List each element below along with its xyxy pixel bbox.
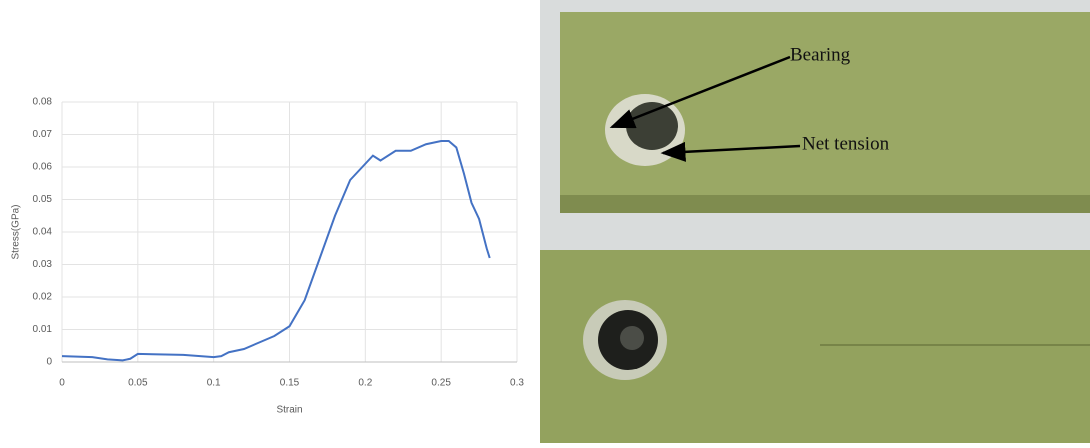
specimen-top-edge [560, 195, 1090, 213]
bolt-head [620, 326, 644, 350]
y-tick-label: 0.04 [33, 227, 53, 238]
y-axis-label: Stress(GPa) [11, 204, 22, 259]
y-tick-label: 0.03 [33, 259, 53, 270]
annotation: Bearing [790, 44, 851, 65]
arrow [609, 55, 791, 129]
photo: Bearing Net tension [540, 0, 1090, 443]
x-tick-label: 0.15 [280, 378, 300, 389]
x-tick-label: 0.1 [207, 378, 221, 389]
y-tick-label: 0.05 [33, 194, 53, 205]
y-tick-label: 0.02 [33, 292, 53, 303]
hole [626, 102, 678, 150]
y-tick-label: 0.07 [33, 129, 53, 140]
y-tick-label: 0 [46, 357, 52, 368]
x-tick-label: 0.2 [358, 378, 372, 389]
x-tick-label: 0.3 [510, 378, 524, 389]
x-tick-label: 0 [59, 378, 65, 389]
annotation: Net tension [802, 133, 890, 154]
y-tick-label: 0.06 [33, 162, 53, 173]
line [61, 140, 491, 362]
y-tick-label: 0.01 [33, 324, 53, 335]
y-tick-label: 0.08 [33, 97, 53, 108]
chart: 0 0.01 0.02 0.03 0.04 0.05 0.06 0.07 0.08 0 0.05 0.… [11, 97, 525, 416]
arrow [660, 141, 801, 162]
x-tick-label: 0.05 [128, 378, 148, 389]
x-tick-label: 0.25 [431, 378, 451, 389]
x-axis-label: Strain [276, 405, 302, 416]
